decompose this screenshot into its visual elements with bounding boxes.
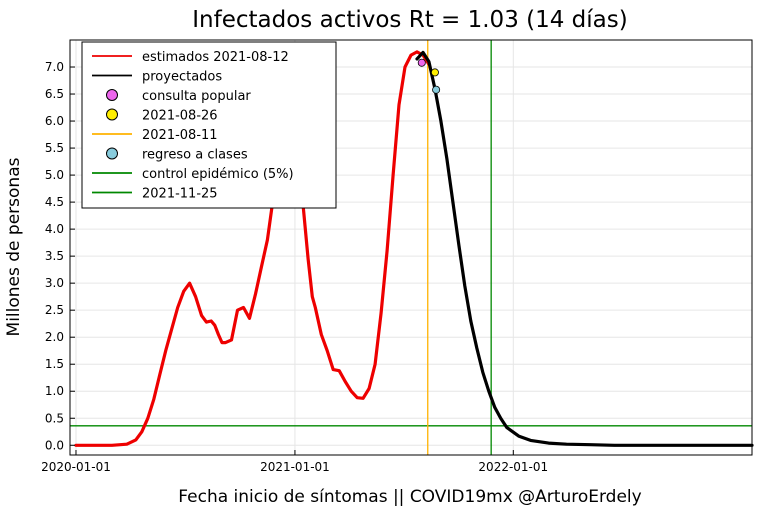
- y-axis-ticks: 0.0 0.5 1.0 1.5 2.0 2.5 3.0 3.5 4.0 4.5 5.0 5.5 6.0 6…: [45, 60, 75, 452]
- chart-title: Infectados activos Rt = 1.03 (14 días): [192, 7, 627, 33]
- series-lines: [74, 50, 754, 447]
- y-tick-label: 4.0: [45, 222, 64, 236]
- legend-dot-swatch: [106, 89, 118, 101]
- y-tick-label: 0.0: [45, 438, 64, 452]
- x-axis-ticks: 2020-01-01 2021-01-01 2022-01-01: [41, 450, 548, 474]
- y-tick-label: 7.0: [45, 60, 64, 74]
- legend-label: 2021-08-11: [142, 128, 218, 143]
- y-tick-label: 5.0: [45, 168, 64, 182]
- point-2021-08-26: [430, 68, 439, 77]
- y-tick-label: 3.0: [45, 276, 64, 290]
- legend-label: 2021-11-25: [142, 187, 218, 202]
- legend-label: regreso a clases: [142, 148, 248, 163]
- y-tick-label: 4.5: [45, 195, 64, 209]
- y-tick-label: 5.5: [45, 141, 64, 155]
- legend: estimados 2021-08-12 proyectados consulta …: [81, 41, 337, 209]
- plot-frame: [69, 39, 753, 456]
- legend-label: control epidémico (5%): [142, 167, 294, 182]
- y-tick-label: 1.0: [45, 384, 64, 398]
- legend-dot-swatch: [106, 147, 118, 160]
- legend-label: estimados 2021-08-12: [142, 50, 289, 65]
- y-tick-label: 3.5: [45, 249, 64, 263]
- series-estimados: [74, 50, 431, 447]
- y-tick-label: 1.5: [45, 357, 64, 371]
- point-regreso-a-clases: [432, 85, 441, 94]
- vertical-reference-lines: [427, 40, 492, 455]
- legend-label: consulta popular: [142, 89, 251, 104]
- y-tick-label: 2.0: [45, 330, 64, 344]
- y-axis-label: Millones de personas: [4, 157, 24, 336]
- y-tick-label: 6.5: [45, 87, 64, 101]
- x-axis-label: Fecha inicio de síntomas || COVID19mx @A…: [178, 487, 641, 507]
- series-proyectados: [415, 50, 754, 447]
- marker-points: [417, 58, 441, 94]
- x-tick-label: 2021-01-01: [260, 460, 330, 474]
- y-tick-label: 0.5: [45, 411, 64, 425]
- legend-box: [81, 41, 337, 209]
- x-tick-label: 2020-01-01: [41, 460, 111, 474]
- point-consulta-popular: [417, 58, 426, 67]
- legend-dot-swatch: [106, 108, 118, 121]
- x-tick-label: 2022-01-01: [478, 460, 548, 474]
- y-tick-label: 6.0: [45, 114, 64, 128]
- legend-label: 2021-08-26: [142, 109, 218, 124]
- legend-label: proyectados: [142, 70, 222, 85]
- y-tick-label: 2.5: [45, 303, 64, 317]
